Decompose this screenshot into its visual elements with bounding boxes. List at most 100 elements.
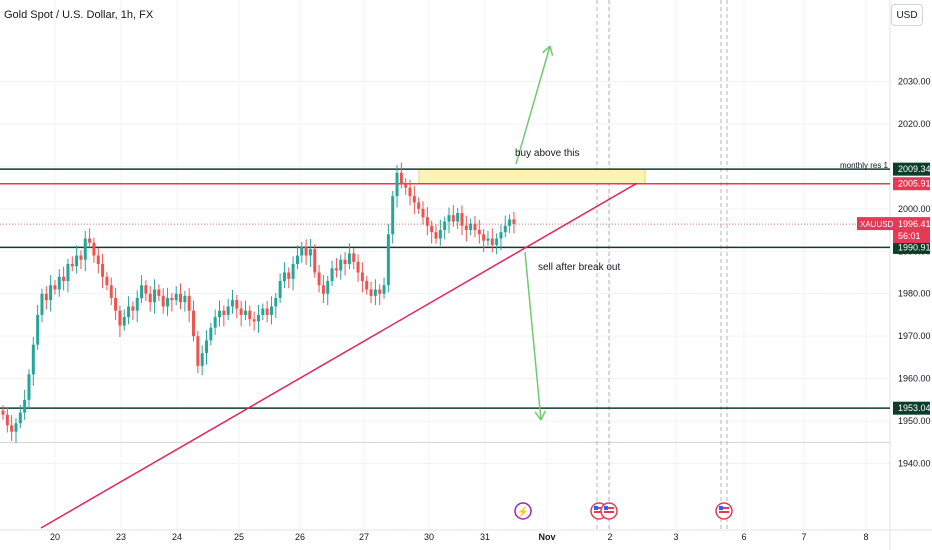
level-price-label: 2005.91 [898, 179, 931, 189]
down-arrow [524, 251, 542, 421]
candle [360, 272, 364, 281]
flag-stripe [594, 511, 604, 513]
candle [66, 264, 70, 281]
candle [313, 249, 317, 273]
candle [183, 295, 187, 303]
candle [157, 289, 161, 296]
level-price-label: 1953.04 [898, 403, 931, 413]
candle [226, 306, 230, 315]
symbol-tag-bg [857, 217, 893, 231]
candle [205, 340, 209, 354]
candle [75, 255, 79, 267]
trendline[interactable] [40, 182, 638, 529]
candle [135, 297, 139, 311]
candle [291, 264, 295, 279]
candle [386, 234, 390, 286]
candle [62, 276, 66, 281]
x-tick-label: 20 [50, 532, 60, 542]
candle [23, 399, 27, 413]
candle [18, 412, 22, 424]
candle [218, 310, 221, 318]
candle [179, 293, 183, 303]
candle [170, 297, 174, 301]
y-tick-label: 1960.00 [898, 374, 931, 384]
sell-label: sell after break out [538, 262, 620, 273]
candle [1, 410, 5, 415]
candle [395, 172, 399, 197]
candle [192, 310, 196, 337]
x-tick-label: 25 [234, 532, 244, 542]
flag-canton [594, 506, 598, 510]
candle [243, 310, 247, 315]
countdown-label: 56:01 [898, 231, 921, 241]
candle [408, 187, 412, 197]
candle [295, 255, 299, 265]
candle [425, 217, 429, 226]
candle [438, 230, 442, 239]
candle [196, 336, 200, 366]
level-price-label-bg [893, 162, 930, 176]
candle [443, 221, 447, 231]
candle [144, 285, 148, 294]
lightning-glyph: ⚡ [517, 505, 529, 518]
y-tick-label: 2030.00 [898, 76, 931, 86]
candle [14, 423, 18, 432]
candle [287, 272, 291, 279]
last-price-label: 1996.41 [898, 219, 931, 229]
candle [235, 300, 239, 309]
candle [330, 268, 334, 281]
candle [222, 310, 226, 315]
candle [499, 232, 503, 239]
candle [512, 219, 516, 225]
y-tick-label: 1940.00 [898, 459, 931, 469]
monthly-res-label: monthly res 1 [840, 161, 889, 170]
candle [96, 255, 100, 265]
candle [477, 230, 481, 235]
flag-canton [604, 506, 608, 510]
candle [57, 276, 61, 290]
candle [473, 223, 477, 231]
candle [490, 238, 494, 245]
candle [343, 259, 347, 265]
candle [352, 253, 356, 262]
candle [101, 264, 105, 277]
candle [339, 259, 343, 271]
candle [365, 280, 369, 290]
candle [456, 213, 460, 222]
y-tick-label: 1950.00 [898, 416, 931, 426]
candle [382, 285, 386, 294]
x-tick-label: 7 [801, 532, 806, 542]
candle [213, 317, 217, 328]
candle [486, 238, 490, 241]
flag-canton [719, 506, 723, 510]
level-price-label: 2009.34 [898, 164, 931, 174]
candle [334, 268, 338, 271]
symbol-tag: XAUUSD [860, 220, 894, 229]
candle [239, 308, 243, 315]
x-tick-label: 30 [424, 532, 434, 542]
candle [451, 215, 455, 222]
lightning-event-icon[interactable] [514, 502, 532, 520]
candle [166, 297, 170, 307]
candle [31, 344, 35, 375]
candle [148, 293, 152, 303]
candle [308, 249, 312, 256]
candle [161, 295, 165, 307]
currency-button[interactable]: USD [891, 4, 923, 26]
candle [356, 261, 360, 273]
up-arrow-head [542, 45, 551, 54]
candle [378, 289, 382, 294]
candle [495, 238, 499, 245]
y-tick-label: 1980.00 [898, 289, 931, 299]
up-arrow [515, 45, 551, 165]
x-tick-label: 6 [741, 532, 746, 542]
x-tick-label: 8 [863, 532, 868, 542]
candle [261, 308, 265, 315]
candle [278, 280, 282, 298]
candle [140, 285, 144, 298]
candle [464, 225, 468, 231]
candle [508, 219, 512, 226]
candle [27, 374, 31, 400]
